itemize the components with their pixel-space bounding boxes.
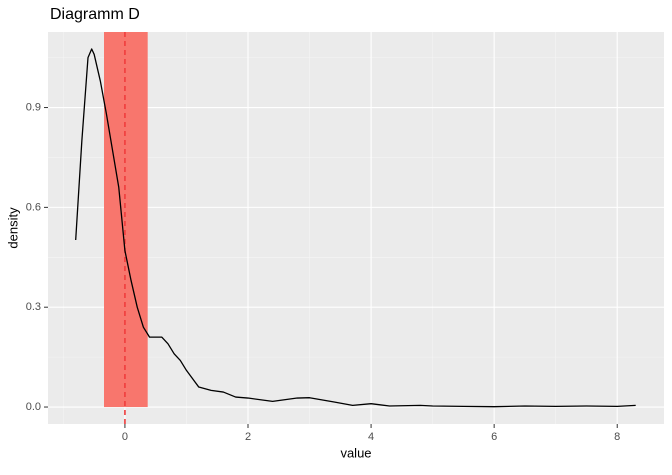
density-line (75, 48, 636, 408)
highlight-band (104, 32, 148, 408)
y-tick-label: 0.9 (26, 101, 41, 113)
x-axis-label: value (340, 445, 371, 460)
y-tick-label: 0.3 (26, 301, 41, 313)
x-tick-label: 6 (491, 431, 497, 443)
x-tick-label: 0 (122, 431, 128, 443)
x-tick-label: 8 (614, 431, 620, 443)
y-tick-label: 0.0 (26, 401, 41, 413)
x-tick-label: 2 (245, 431, 251, 443)
y-tick-label: 0.6 (26, 201, 41, 213)
x-tick-label: 4 (368, 431, 374, 443)
y-axis-label: density (5, 207, 20, 249)
panel (48, 32, 664, 424)
chart-title: Diagramm D (50, 6, 140, 23)
